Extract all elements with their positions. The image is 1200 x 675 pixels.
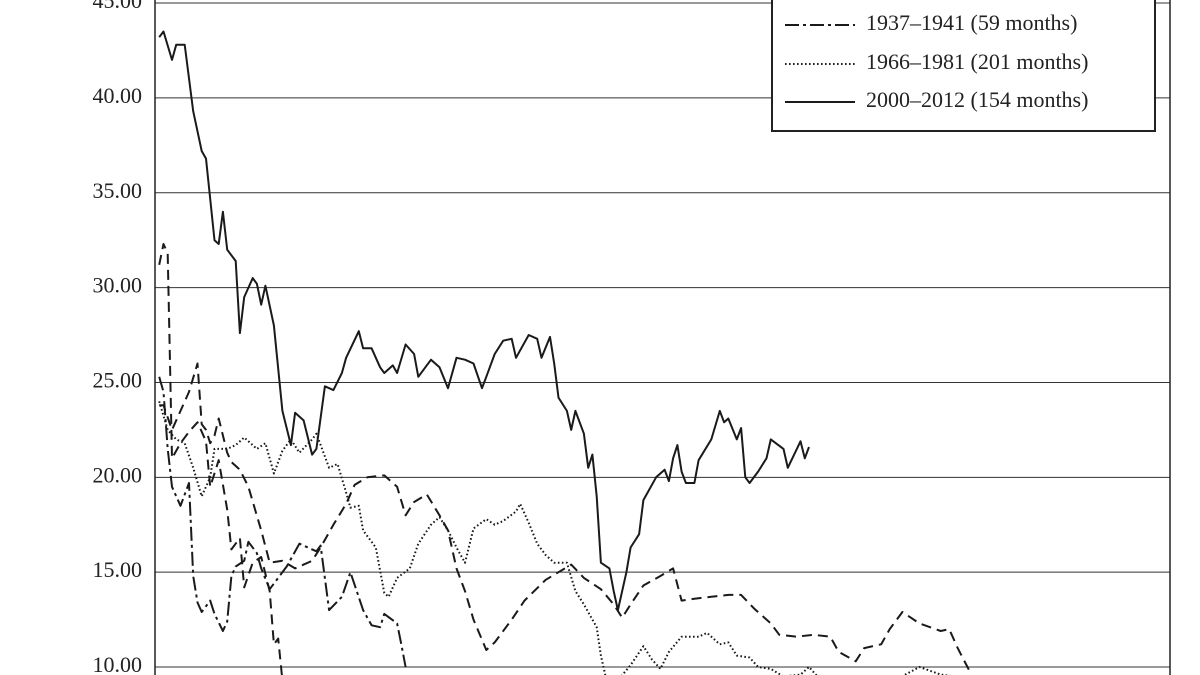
series-line <box>158 30 810 612</box>
y-tick-label: 20.00 <box>93 462 143 487</box>
grid: 10.00 15.00 20.00 25.00 30.00 35.00 40.00 45.00 <box>93 0 1170 675</box>
plot-area <box>158 30 972 675</box>
y-tick-label: 10.00 <box>93 652 143 675</box>
y-tick-label: 40.00 <box>93 83 143 108</box>
y-tick-label: 15.00 <box>93 557 143 582</box>
y-tick-label: 30.00 <box>93 273 143 298</box>
series-line <box>158 401 952 675</box>
legend-label: 1937–1941 (59 months) <box>866 10 1077 35</box>
series-line <box>159 362 972 674</box>
legend: 1937–1941 (59 months) 1966–1981 (201 mont… <box>771 0 1156 132</box>
y-tick-label: 35.00 <box>93 178 143 203</box>
legend-label: 1966–1981 (201 months) <box>866 49 1088 74</box>
y-tick-label: 25.00 <box>93 368 143 393</box>
legend-box <box>771 0 1156 132</box>
y-tick-label: 45.00 <box>93 0 143 13</box>
series-line <box>158 376 407 668</box>
series-line <box>158 243 283 675</box>
legend-label: 2000–2012 (154 months) <box>866 87 1088 112</box>
